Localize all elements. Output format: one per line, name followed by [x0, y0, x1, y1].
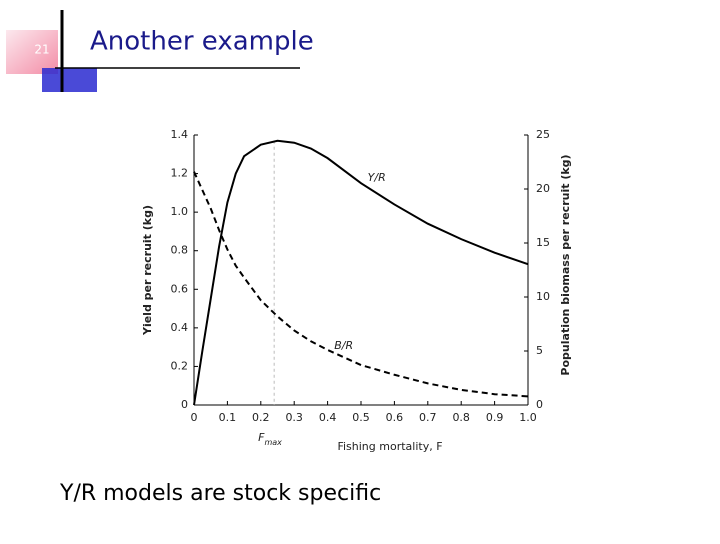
x-tick-label: 0.5: [352, 411, 370, 424]
x-tick-label: 0.7: [419, 411, 437, 424]
y2-tick-label: 10: [536, 290, 550, 303]
y-axis-label: Yield per recruit (kg): [141, 205, 154, 336]
fmax-sub: max: [264, 438, 282, 447]
series-label: Y/R: [368, 171, 386, 184]
series-label: B/R: [334, 339, 353, 352]
slide-title: Another example: [90, 27, 314, 57]
y2-axis-label: Population biomass per recruit (kg): [559, 154, 572, 375]
x-tick-label: 0.6: [386, 411, 404, 424]
y-tick-label: 1.4: [171, 128, 189, 141]
y-tick-label: 0.4: [171, 321, 189, 334]
y2-tick-label: 0: [536, 398, 543, 411]
y2-tick-label: 25: [536, 128, 550, 141]
y-tick-label: 0.6: [171, 282, 189, 295]
y2-tick-label: 20: [536, 182, 550, 195]
y-tick-label: 1.0: [171, 205, 189, 218]
x-axis-label: Fishing mortality, F: [337, 440, 442, 453]
x-tick-label: 0: [191, 411, 198, 424]
series-line: [193, 171, 529, 398]
fmax-label: Fmax: [258, 431, 282, 447]
decor-blue: [42, 68, 97, 92]
y-tick-label: 0: [181, 398, 188, 411]
x-tick-label: 0.3: [285, 411, 303, 424]
x-tick-label: 0.1: [219, 411, 237, 424]
decor-pink: [6, 30, 58, 74]
fmax-main: F: [258, 431, 265, 444]
slide-number: 21: [34, 43, 49, 57]
x-tick-label: 0.4: [319, 411, 337, 424]
x-tick-label: 0.2: [252, 411, 270, 424]
y-tick-label: 0.2: [171, 359, 189, 372]
y2-tick-label: 15: [536, 236, 550, 249]
chart: 0 0.2 0.4 0.6 0.8 1.0 1.2 1.4 0 5 10 15 20 25 0 0.1 0.2 0…: [141, 128, 572, 453]
x-tick-label: 0.8: [452, 411, 470, 424]
series-line: [193, 139, 529, 406]
y2-tick-label: 5: [536, 344, 543, 357]
x-tick-label: 0.9: [486, 411, 504, 424]
x-tick-label: 1.0: [519, 411, 537, 424]
y-tick-label: 1.2: [171, 167, 189, 180]
y-tick-label: 0.8: [171, 244, 189, 257]
slide-caption: Y/R models are stock specific: [59, 481, 381, 506]
